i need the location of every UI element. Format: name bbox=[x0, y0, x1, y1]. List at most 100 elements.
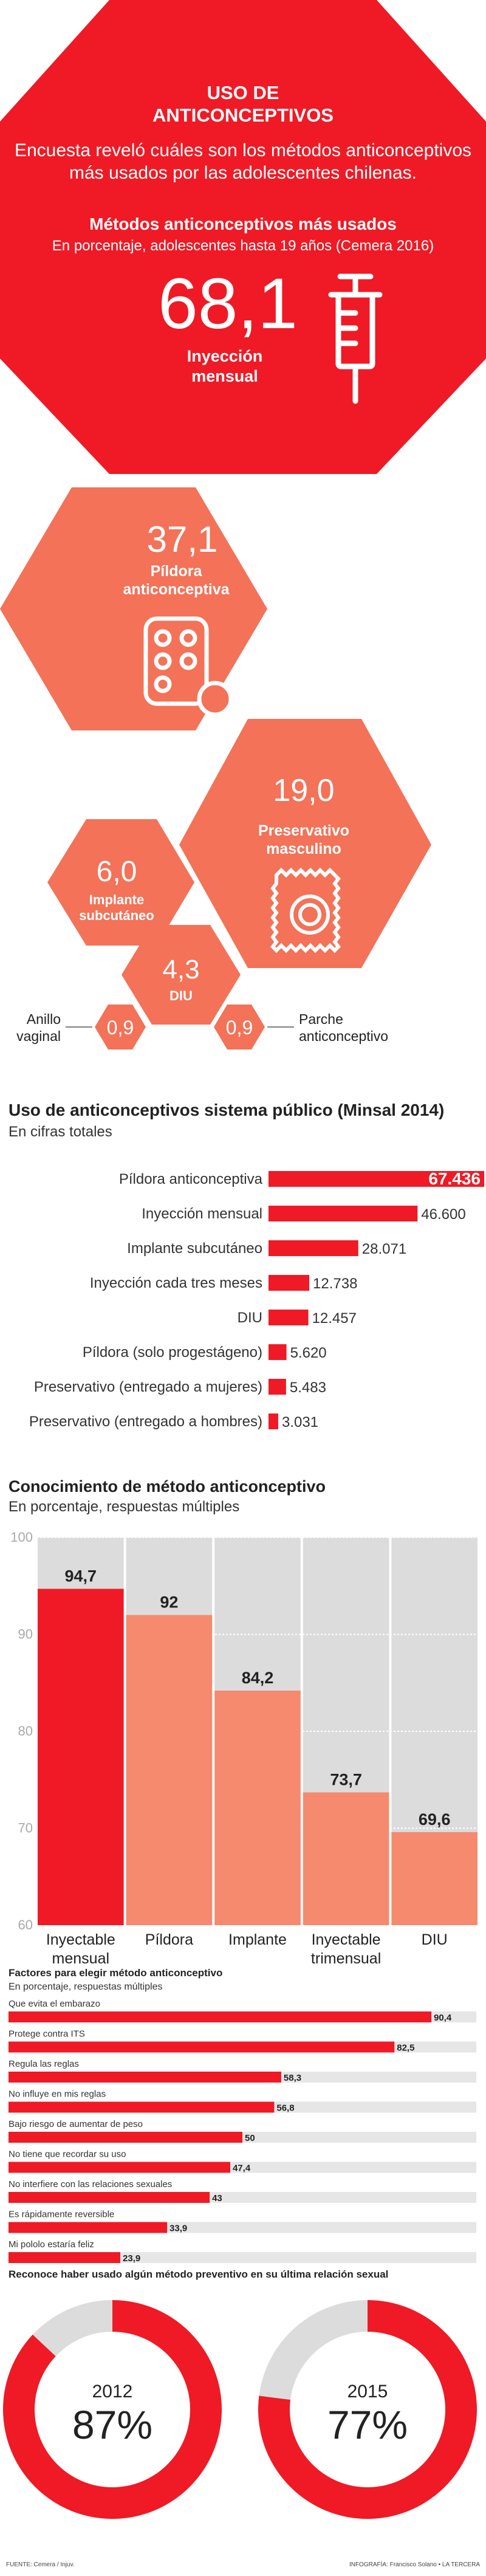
chart3-category-label: Bajo riesgo de aumentar de peso bbox=[9, 2119, 143, 2129]
chart2-value-label: 94,7 bbox=[65, 1567, 97, 1585]
chart2-bar bbox=[214, 1691, 301, 1925]
chart3-subtitle: En porcentaje, respuestas múltiples bbox=[9, 1982, 162, 1992]
chart1-value-label: 67.436 bbox=[428, 1169, 481, 1188]
chart2-ytick-label: 90 bbox=[18, 1627, 33, 1642]
chart3-bar bbox=[9, 2101, 275, 2113]
chart1-category-label: Píldora anticonceptiva bbox=[119, 1171, 263, 1187]
chart2-category-label-line2: trimensual bbox=[311, 1950, 381, 1967]
chart2-title: Conocimiento de método anticonceptivo bbox=[9, 1477, 326, 1496]
hexagon-preservativo-shape bbox=[179, 719, 431, 968]
footer-credit: INFOGRAFÍA: Francisco Solano • LA TERCER… bbox=[349, 2561, 480, 2568]
chart1-category-label: Preservativo (entregado a mujeres) bbox=[34, 1379, 262, 1395]
chart2-bar bbox=[391, 1832, 477, 1925]
header-title-line2: ANTICONCEPTIVOS bbox=[152, 105, 334, 126]
hexagon-implante-shape bbox=[47, 819, 194, 946]
method-label-pildora-line1: Píldora bbox=[151, 563, 203, 580]
chart2-ytick-label: 80 bbox=[18, 1723, 33, 1739]
chart1-bar bbox=[269, 1240, 358, 1256]
chart2-value-label: 84,2 bbox=[242, 1669, 274, 1687]
chart4-donut-year: 2015 bbox=[347, 2382, 388, 2402]
chart1-value-label: 28.071 bbox=[362, 1241, 406, 1257]
chart1-bar bbox=[269, 1413, 278, 1429]
chart1-value-label: 5.620 bbox=[290, 1345, 327, 1361]
header-title-line1: USO DE bbox=[207, 82, 279, 103]
chart3-bar bbox=[9, 2041, 395, 2053]
hexagon-parche-shape bbox=[214, 1005, 265, 1049]
method-label-pildora-line2: anticonceptiva bbox=[123, 581, 230, 598]
chart3-value-label: 43 bbox=[212, 2193, 222, 2203]
chart1-bar bbox=[269, 1206, 418, 1221]
method-label-anillo-line1: Anillo bbox=[27, 1011, 61, 1027]
chart1-bar bbox=[269, 1275, 310, 1291]
footer: FUENTE: Cemera / Injuv. INFOGRAFÍA: Fran… bbox=[0, 2555, 486, 2573]
chart1-bar bbox=[269, 1310, 309, 1325]
chart3-bar bbox=[9, 2132, 242, 2143]
chart4-donut-value: 87% bbox=[72, 2402, 152, 2447]
chart3-value-label: 56,8 bbox=[276, 2103, 294, 2114]
method-label-anillo-line2: vaginal bbox=[16, 1028, 61, 1044]
chart3-value-label: 82,5 bbox=[397, 2043, 414, 2053]
chart4-donut-value: 77% bbox=[327, 2402, 408, 2447]
pill-pack-icon bbox=[143, 616, 233, 717]
hexagon-preservativo: 19,0 Preservativo masculino bbox=[179, 719, 431, 968]
chart2-subtitle: En porcentaje, respuestas múltiples bbox=[9, 1499, 239, 1515]
chart1-category-label: DIU bbox=[238, 1310, 262, 1326]
chart1-bars: Píldora anticonceptiva 67.436 Inyección me… bbox=[29, 1169, 484, 1431]
chart2-bar bbox=[38, 1589, 124, 1925]
hexagon-pildora: 37,1 Píldora anticonceptiva bbox=[0, 487, 267, 730]
chart1-category-label: Inyección cada tres meses bbox=[90, 1275, 262, 1291]
chart3-category-label: Mi pololo estaría feliz bbox=[9, 2239, 94, 2250]
chart3-category-label: Que evita el embarazo bbox=[9, 1999, 100, 2009]
chart1-value-label: 5.483 bbox=[290, 1379, 326, 1396]
methods-note: En porcentaje, adolescentes hasta 19 año… bbox=[52, 238, 434, 254]
hexagon-diu-shape bbox=[122, 925, 241, 1025]
chart1-subtitle: En cifras totales bbox=[9, 1124, 112, 1140]
chart3-category-label: Es rápidamente reversible bbox=[9, 2210, 114, 2220]
hexagon-diu: 4,3 DIU bbox=[122, 925, 241, 1025]
method-value-inyeccion: 68,1 bbox=[158, 264, 298, 344]
condom-icon bbox=[270, 867, 341, 953]
chart1-category-label: Inyección mensual bbox=[142, 1206, 262, 1222]
chart2-ytick-label: 70 bbox=[18, 1821, 33, 1836]
chart2-value-label: 92 bbox=[160, 1593, 178, 1612]
chart-conocimiento: Conocimiento de método anticonceptivo En… bbox=[9, 1477, 479, 1967]
chart4-title: Reconoce haber usado algún método preven… bbox=[9, 2269, 388, 2280]
chart1-value-label: 46.600 bbox=[421, 1206, 465, 1223]
hexagon-pildora-shape bbox=[0, 487, 267, 730]
chart3-value-label: 47,4 bbox=[233, 2163, 251, 2174]
method-value-anillo: 0,9 bbox=[107, 1017, 134, 1039]
chart3-value-label: 90,4 bbox=[434, 2013, 452, 2023]
chart3-category-label: Regula las reglas bbox=[9, 2059, 79, 2069]
chart3-title: Factores para elegir método anticoncepti… bbox=[9, 1967, 222, 1979]
header-intro-line1: Encuesta reveló cuáles son los métodos a… bbox=[15, 140, 471, 160]
chart3-bars: Que evita el embarazo 90,4 Protege contra … bbox=[9, 1999, 476, 2264]
chart1-bar bbox=[269, 1379, 286, 1395]
chart-uso-sistema-publico: Uso de anticonceptivos sistema público (… bbox=[9, 1101, 484, 1431]
method-label-preservativo-line1: Preservativo bbox=[258, 822, 349, 839]
chart2-value-label: 73,7 bbox=[330, 1770, 362, 1788]
hexagon-implante: 6,0 Implante subcutáneo bbox=[47, 819, 194, 946]
chart1-category-label: Píldora (solo progestágeno) bbox=[83, 1344, 262, 1361]
chart3-value-label: 50 bbox=[245, 2133, 255, 2143]
hexagon-top-shape bbox=[0, 0, 486, 474]
chart1-category-label: Preservativo (entregado a hombres) bbox=[29, 1413, 262, 1430]
chart3-bar bbox=[9, 2162, 230, 2173]
hexagon-parche: 0,9 Parche anticonceptivo bbox=[214, 1005, 388, 1049]
chart4-donut-year: 2012 bbox=[92, 2382, 133, 2402]
chart3-category-label: No interfiere con las relaciones sexuale… bbox=[9, 2179, 172, 2190]
method-label-parche-line2: anticonceptivo bbox=[299, 1028, 388, 1044]
chart2-ytick-label: 100 bbox=[10, 1530, 33, 1545]
chart2-category-label: Píldora bbox=[145, 1931, 193, 1948]
chart3-value-label: 23,9 bbox=[123, 2253, 140, 2264]
chart3-category-label: No influye en mis reglas bbox=[9, 2089, 106, 2100]
chart2-bar bbox=[303, 1792, 389, 1925]
chart2-category-label-line2: mensual bbox=[52, 1950, 110, 1967]
chart-reconoce-uso: Reconoce haber usado algún método preven… bbox=[2, 2269, 477, 2519]
chart2-value-label: 69,6 bbox=[419, 1810, 451, 1829]
method-label-implante-line1: Implante bbox=[89, 892, 144, 907]
chart1-category-label: Implante subcutáneo bbox=[127, 1240, 262, 1257]
chart3-bar bbox=[9, 2192, 210, 2203]
chart3-category-label: Protege contra ITS bbox=[9, 2029, 85, 2039]
